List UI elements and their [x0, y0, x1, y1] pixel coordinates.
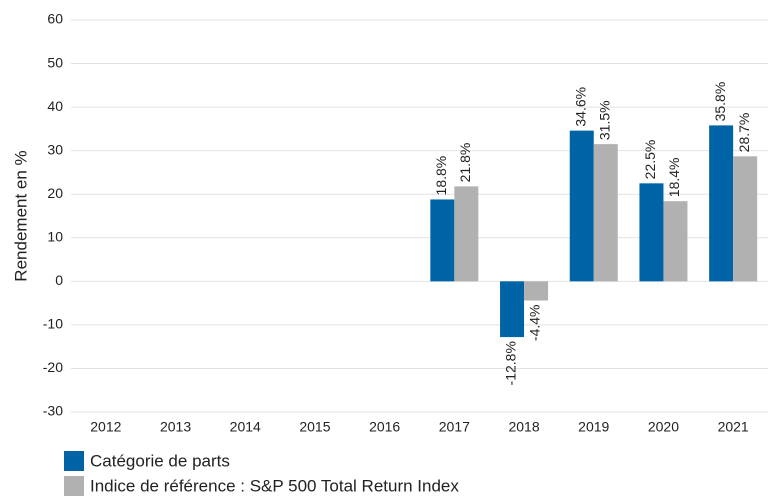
legend-swatch — [64, 451, 84, 471]
bar — [709, 125, 734, 282]
legend-label: Indice de référence : S&P 500 Total Retu… — [90, 476, 459, 495]
x-tick-label: 2013 — [160, 419, 191, 435]
value-label: -12.8% — [503, 341, 519, 385]
value-label: 34.6% — [572, 87, 588, 127]
y-tick-label: -10 — [43, 316, 63, 332]
bar — [569, 130, 594, 282]
y-tick-label: -30 — [43, 403, 63, 419]
value-label: 18.8% — [433, 156, 449, 196]
x-tick-label: 2016 — [369, 419, 400, 435]
x-tick-label: 2019 — [578, 419, 609, 435]
x-tick-label: 2021 — [718, 419, 749, 435]
y-tick-label: -20 — [43, 359, 63, 375]
x-tick-label: 2012 — [90, 419, 121, 435]
value-label: 21.8% — [457, 143, 473, 183]
x-tick-label: 2015 — [299, 419, 330, 435]
bar — [663, 201, 688, 282]
x-tick-label: 2018 — [508, 419, 539, 435]
bar — [430, 199, 455, 282]
value-label: 31.5% — [596, 100, 612, 140]
x-tick-label: 2017 — [439, 419, 470, 435]
y-tick-label: 30 — [47, 141, 63, 157]
bar — [524, 281, 549, 301]
x-tick-label: 2020 — [648, 419, 679, 435]
y-tick-label: 60 — [47, 11, 63, 27]
bar — [733, 156, 758, 282]
x-tick-label: 2014 — [230, 419, 261, 435]
bar — [500, 281, 525, 338]
value-label: 35.8% — [712, 82, 728, 122]
y-tick-label: 10 — [47, 228, 63, 244]
y-tick-label: 20 — [47, 185, 63, 201]
y-tick-label: 50 — [47, 54, 63, 70]
y-tick-label: 0 — [55, 272, 63, 288]
value-label: 22.5% — [642, 140, 658, 180]
value-label: -4.4% — [527, 304, 543, 341]
y-tick-label: 40 — [47, 98, 63, 114]
bar — [593, 144, 618, 282]
value-label: 28.7% — [736, 113, 752, 153]
y-axis-label: Rendement en % — [11, 150, 30, 281]
legend-label: Catégorie de parts — [90, 451, 230, 470]
bar — [639, 183, 664, 282]
bar — [454, 186, 479, 282]
legend-swatch — [64, 476, 84, 496]
value-label: 18.4% — [666, 157, 682, 197]
